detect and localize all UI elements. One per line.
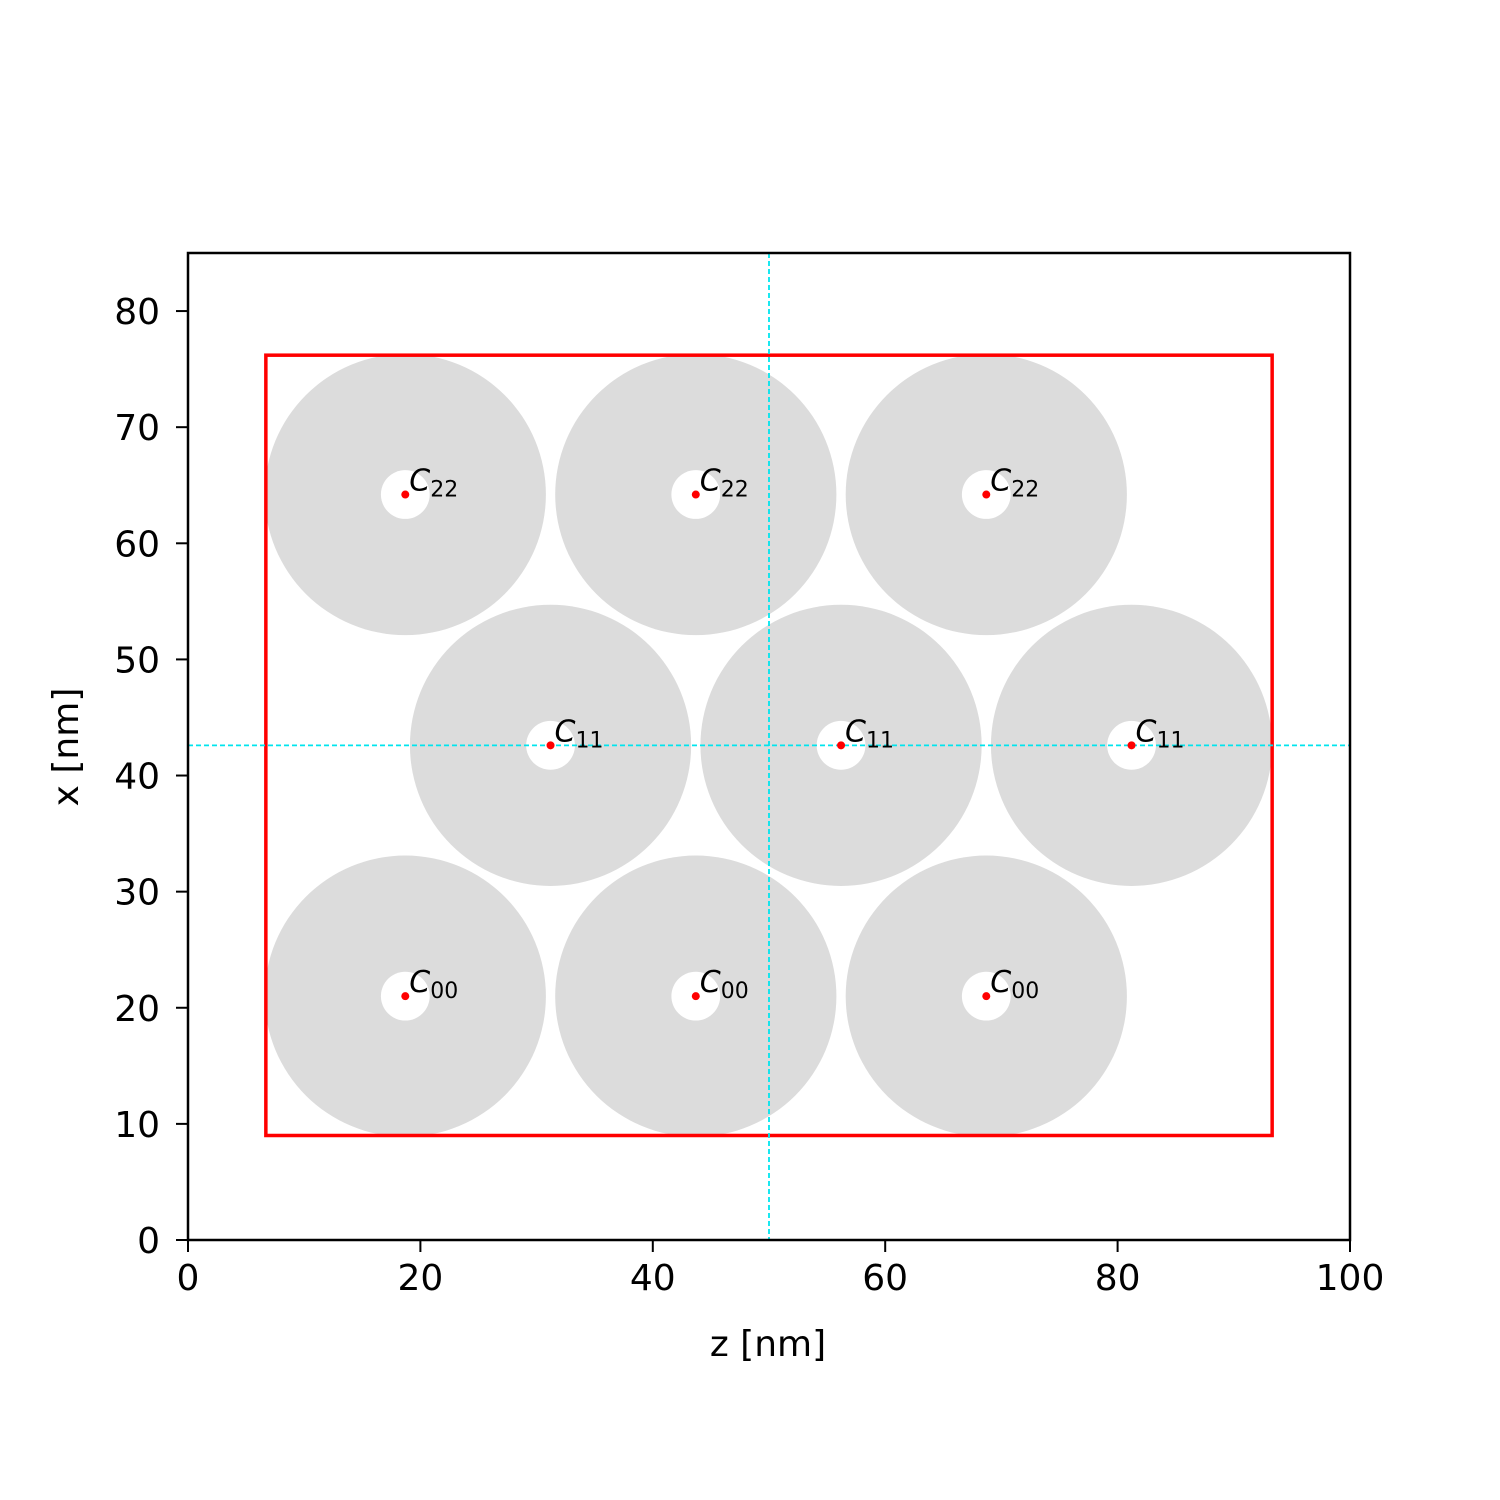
y-tick-label: 40 [114, 757, 160, 798]
particle-center [982, 992, 991, 1001]
y-tick-label: 10 [114, 1105, 160, 1146]
particle-center [837, 741, 846, 750]
y-axis-label: x [nm] [46, 688, 87, 807]
particle-center [546, 741, 555, 750]
particle-label: C22 [700, 464, 749, 503]
x-tick-label: 20 [397, 1258, 443, 1299]
x-axis-label: z [nm] [710, 1324, 826, 1365]
particle-center [691, 992, 700, 1001]
particle-center [1127, 741, 1136, 750]
plot-area: C22 C22 C22 C11 C11 C11 C00 C00 C00 [188, 253, 1350, 1240]
particle-center [401, 992, 410, 1001]
y-tick-label: 70 [114, 408, 160, 449]
particle-label: C22 [990, 464, 1039, 503]
x-tick-label: 60 [862, 1258, 908, 1299]
particle-label: C11 [1136, 714, 1185, 753]
particle-label: C22 [409, 464, 458, 503]
particle-label: C00 [700, 965, 749, 1004]
particle-label: C11 [845, 714, 894, 753]
particle-label: C11 [555, 714, 604, 753]
particle-label: C00 [409, 965, 458, 1004]
y-tick-label: 80 [114, 292, 160, 333]
x-tick-label: 100 [1316, 1258, 1385, 1299]
y-tick-label: 30 [114, 873, 160, 914]
particle-center [691, 490, 700, 499]
y-tick-label: 60 [114, 524, 160, 565]
x-tick-label: 0 [177, 1258, 200, 1299]
axes: 0 20 40 60 80 100 0 10 20 30 40 50 60 70 80 [114, 251, 1385, 1299]
particle-label: C00 [990, 965, 1039, 1004]
y-tick-label: 20 [114, 989, 160, 1030]
x-tick-label: 40 [630, 1258, 676, 1299]
particle-center [982, 490, 991, 499]
y-tick-label: 0 [137, 1221, 160, 1262]
x-tick-label: 80 [1095, 1258, 1141, 1299]
y-tick-label: 50 [114, 640, 160, 681]
particle-center [401, 490, 410, 499]
axes-frame [186, 251, 1352, 1242]
